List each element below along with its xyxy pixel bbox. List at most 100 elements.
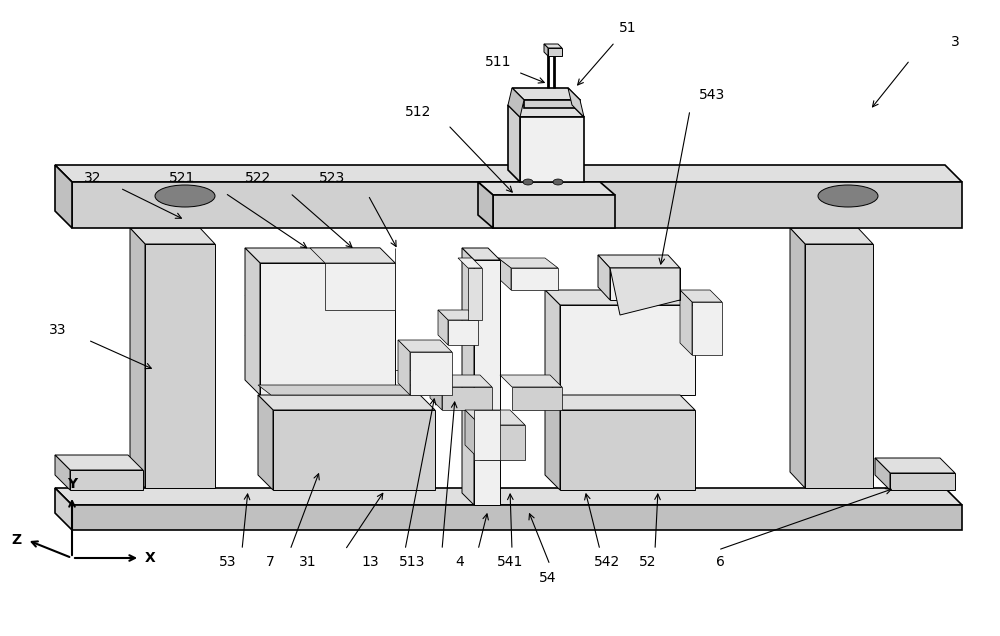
- Polygon shape: [545, 290, 695, 305]
- Polygon shape: [568, 88, 584, 117]
- Polygon shape: [465, 410, 480, 460]
- Text: Z: Z: [11, 533, 21, 547]
- Polygon shape: [474, 260, 500, 505]
- Polygon shape: [560, 410, 695, 490]
- Text: Y: Y: [67, 477, 77, 491]
- Polygon shape: [545, 395, 695, 410]
- Text: 4: 4: [456, 555, 464, 569]
- Text: 51: 51: [619, 21, 637, 35]
- Polygon shape: [790, 228, 873, 244]
- Polygon shape: [438, 310, 478, 320]
- Polygon shape: [398, 340, 410, 395]
- Polygon shape: [493, 195, 615, 228]
- Polygon shape: [508, 105, 584, 117]
- Polygon shape: [72, 505, 962, 530]
- Polygon shape: [72, 182, 962, 228]
- Polygon shape: [498, 258, 558, 268]
- Text: 32: 32: [84, 171, 102, 185]
- Polygon shape: [544, 44, 548, 56]
- Text: 522: 522: [245, 171, 271, 185]
- Polygon shape: [500, 375, 562, 387]
- Polygon shape: [474, 410, 500, 460]
- Polygon shape: [478, 182, 615, 195]
- Polygon shape: [258, 385, 458, 395]
- Polygon shape: [462, 248, 500, 260]
- Polygon shape: [462, 248, 474, 505]
- Polygon shape: [258, 395, 273, 490]
- Polygon shape: [805, 244, 873, 488]
- Text: 54: 54: [539, 571, 557, 585]
- Polygon shape: [325, 263, 395, 310]
- Text: 33: 33: [49, 323, 67, 337]
- Polygon shape: [438, 310, 448, 345]
- Polygon shape: [430, 375, 492, 387]
- Polygon shape: [520, 117, 584, 182]
- Polygon shape: [245, 248, 395, 263]
- Ellipse shape: [818, 185, 878, 207]
- Polygon shape: [511, 268, 558, 290]
- Text: 7: 7: [266, 555, 274, 569]
- Polygon shape: [430, 375, 442, 410]
- Text: 542: 542: [594, 555, 620, 569]
- Polygon shape: [55, 165, 72, 228]
- Text: 541: 541: [497, 555, 523, 569]
- Polygon shape: [55, 455, 70, 490]
- Text: 53: 53: [219, 555, 237, 569]
- Polygon shape: [560, 305, 695, 395]
- Ellipse shape: [155, 185, 215, 207]
- Polygon shape: [448, 320, 478, 345]
- Polygon shape: [875, 458, 955, 473]
- Text: 521: 521: [169, 171, 195, 185]
- Ellipse shape: [523, 179, 533, 185]
- Polygon shape: [55, 165, 962, 182]
- Polygon shape: [692, 302, 722, 355]
- Polygon shape: [545, 395, 560, 490]
- Polygon shape: [130, 228, 215, 244]
- Polygon shape: [245, 248, 260, 395]
- Polygon shape: [398, 340, 452, 352]
- Text: 513: 513: [399, 555, 425, 569]
- Polygon shape: [480, 425, 525, 460]
- Polygon shape: [544, 44, 562, 48]
- Text: 13: 13: [361, 555, 379, 569]
- Text: 6: 6: [716, 555, 724, 569]
- Polygon shape: [545, 290, 560, 395]
- Polygon shape: [548, 48, 562, 56]
- Polygon shape: [458, 258, 482, 268]
- Text: X: X: [145, 551, 155, 565]
- Polygon shape: [610, 268, 680, 315]
- Text: 543: 543: [699, 88, 725, 102]
- Polygon shape: [680, 290, 722, 302]
- Polygon shape: [55, 455, 143, 470]
- Polygon shape: [55, 488, 962, 505]
- Text: 3: 3: [951, 35, 959, 49]
- Ellipse shape: [553, 179, 563, 185]
- Polygon shape: [260, 263, 395, 395]
- Polygon shape: [70, 470, 143, 490]
- Polygon shape: [508, 105, 520, 182]
- Polygon shape: [145, 244, 215, 488]
- Polygon shape: [465, 410, 525, 425]
- Text: 512: 512: [405, 105, 431, 119]
- Polygon shape: [498, 258, 511, 290]
- Polygon shape: [410, 352, 452, 395]
- Polygon shape: [610, 268, 680, 300]
- Polygon shape: [524, 100, 580, 108]
- Polygon shape: [512, 88, 580, 100]
- Polygon shape: [273, 410, 435, 490]
- Polygon shape: [55, 488, 72, 530]
- Polygon shape: [875, 458, 890, 490]
- Polygon shape: [468, 268, 482, 320]
- Polygon shape: [680, 290, 692, 355]
- Text: 511: 511: [485, 55, 511, 69]
- Polygon shape: [890, 473, 955, 490]
- Polygon shape: [478, 182, 493, 228]
- Polygon shape: [310, 248, 395, 263]
- Text: 52: 52: [639, 555, 657, 569]
- Polygon shape: [790, 228, 805, 488]
- Polygon shape: [598, 255, 610, 300]
- Text: 31: 31: [299, 555, 317, 569]
- Text: 523: 523: [319, 171, 345, 185]
- Polygon shape: [442, 387, 492, 410]
- Polygon shape: [512, 387, 562, 410]
